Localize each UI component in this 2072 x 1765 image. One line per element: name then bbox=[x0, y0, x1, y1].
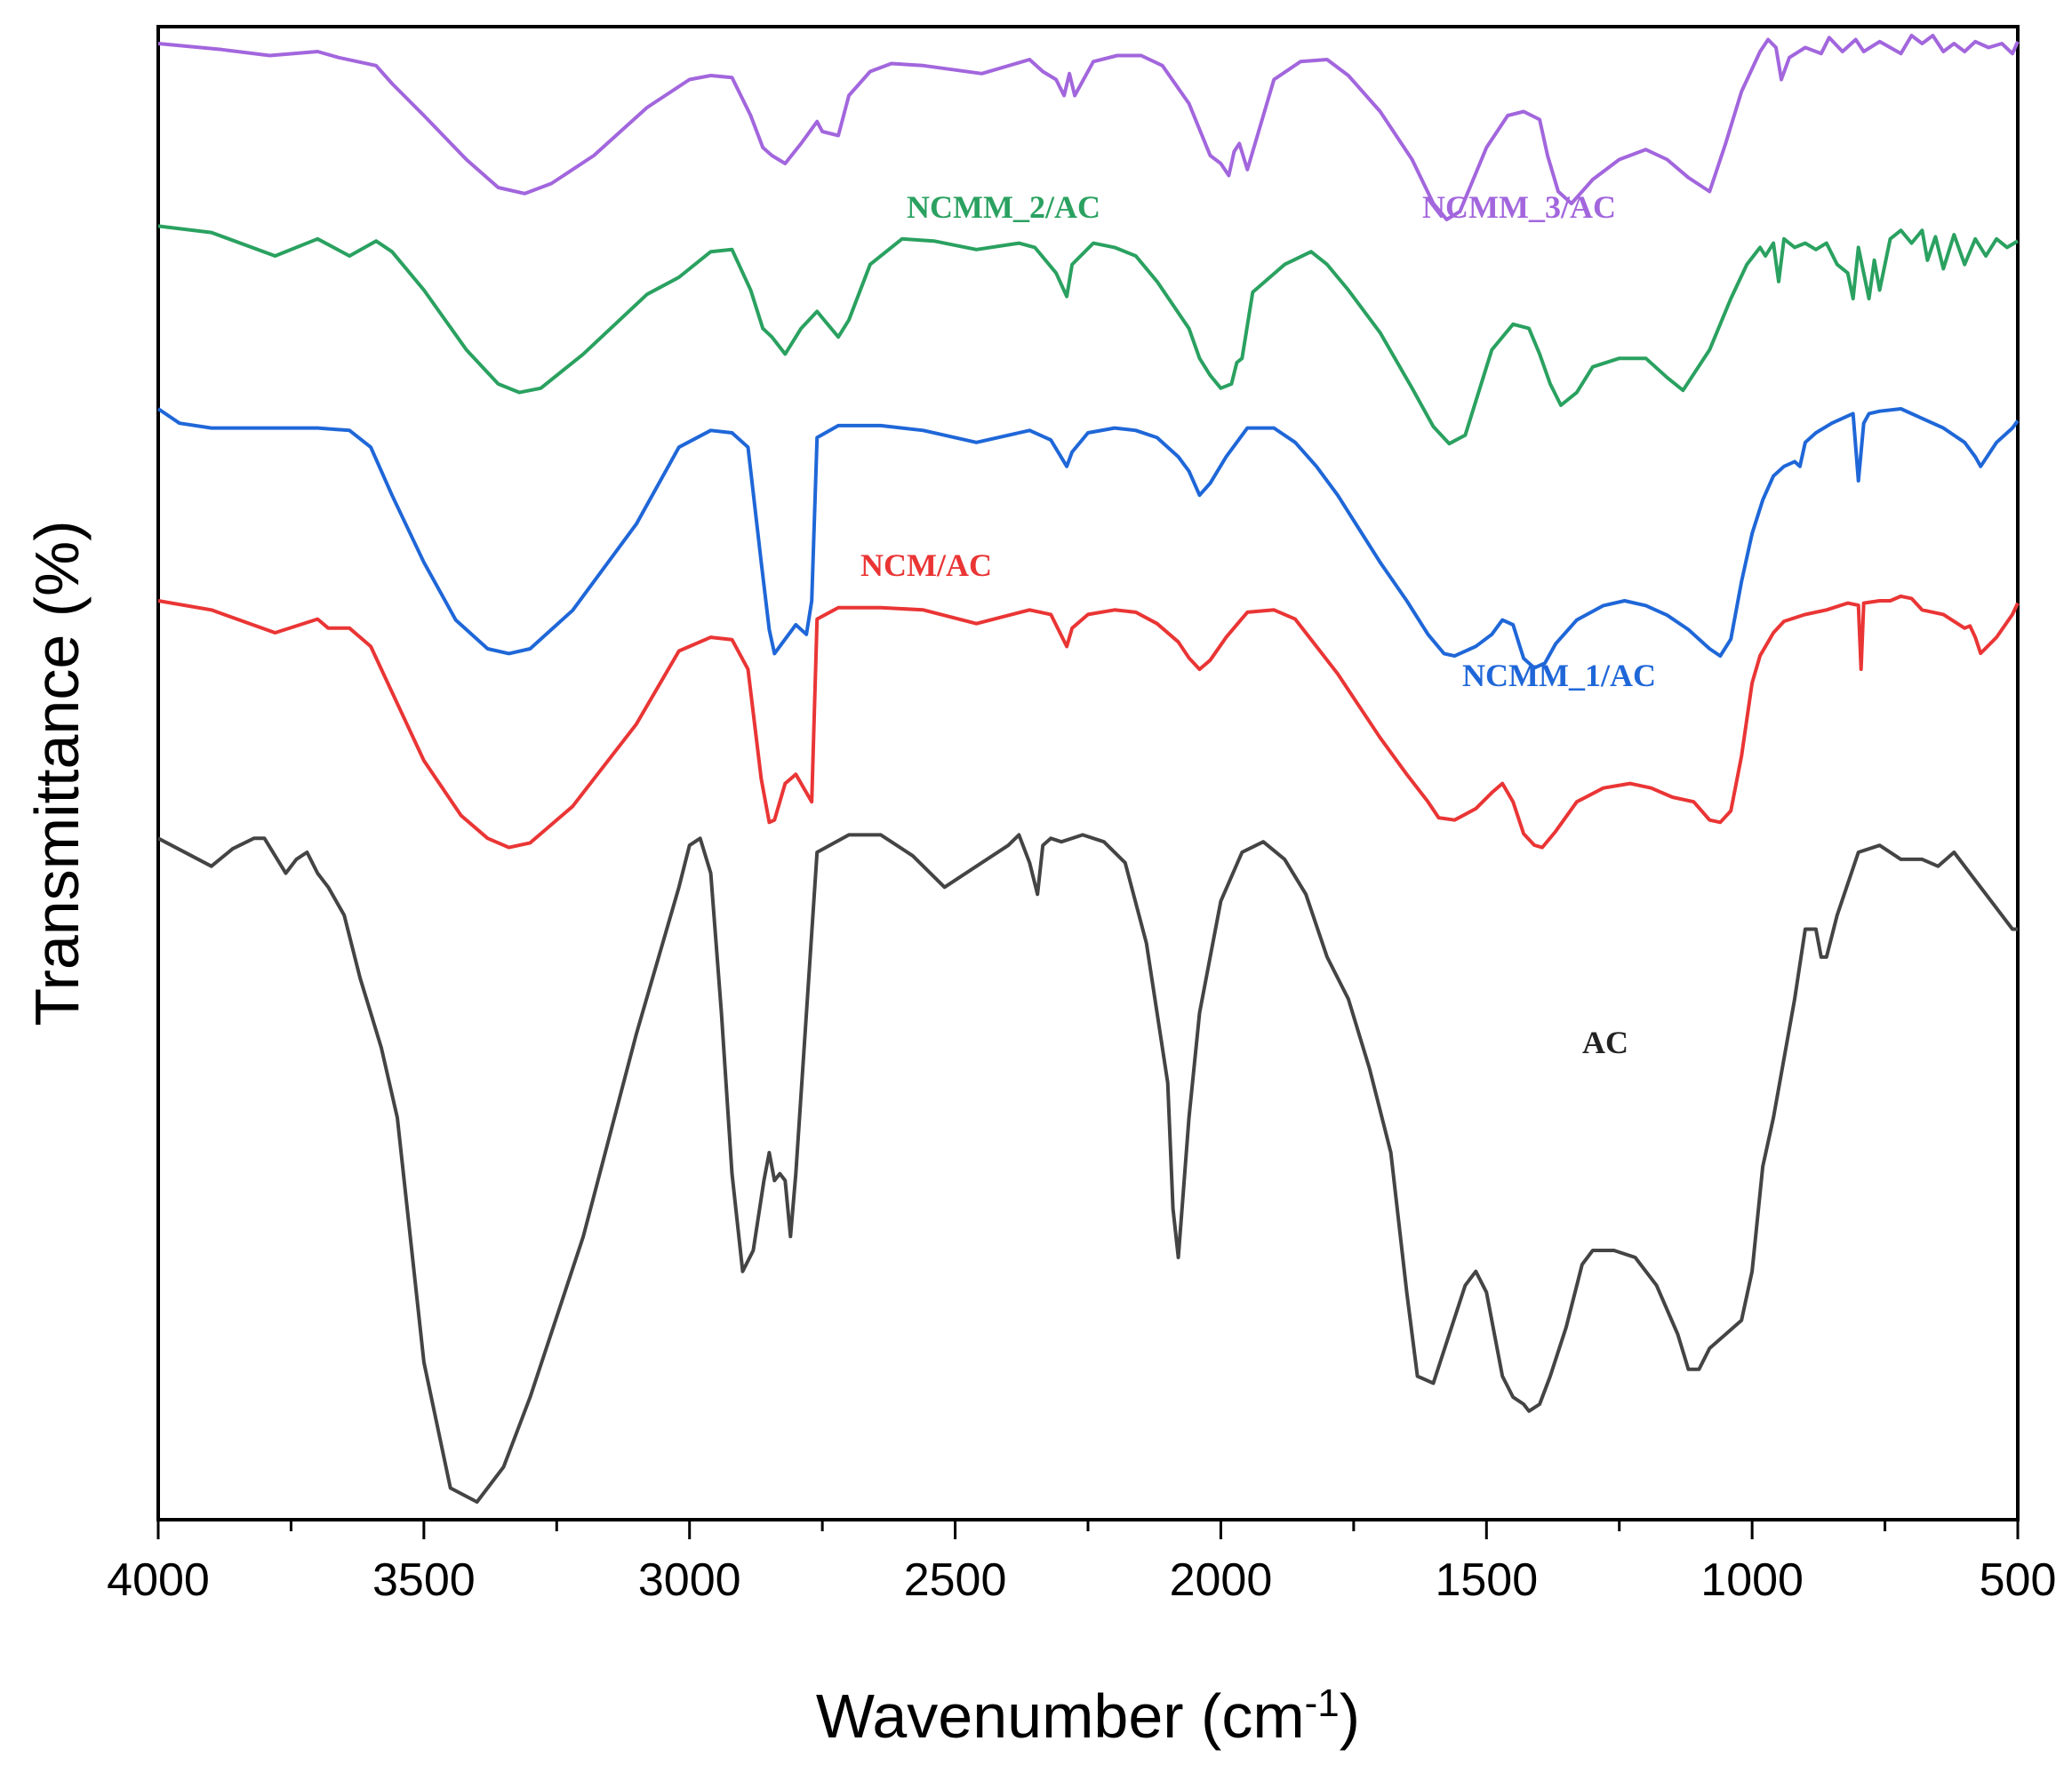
y-axis-title: Transmittance (%) bbox=[22, 520, 92, 1026]
x-tick-label: 1500 bbox=[1435, 1554, 1538, 1606]
x-axis-title-close: ) bbox=[1340, 1681, 1360, 1751]
series-line-ncmm-2-ac bbox=[157, 224, 2020, 446]
series-label-ncmm1: NCMM_1/AC bbox=[1462, 658, 1656, 693]
x-tick-label: 2000 bbox=[1170, 1554, 1273, 1606]
series-line-ncmm-3-ac bbox=[157, 34, 2020, 221]
series-label-ncmm3: NCMM_3/AC bbox=[1422, 189, 1616, 225]
x-tick-label: 500 bbox=[1980, 1554, 2057, 1606]
series-label-ncm: NCM/AC bbox=[860, 547, 992, 583]
series-layer bbox=[156, 34, 2020, 1504]
x-tick-label: 1000 bbox=[1700, 1554, 1804, 1606]
x-tick-label: 4000 bbox=[107, 1554, 210, 1606]
series-label-ac: AC bbox=[1582, 1025, 1628, 1060]
x-axis-title-sup: -1 bbox=[1305, 1681, 1340, 1725]
x-tick-label: 3000 bbox=[638, 1554, 741, 1606]
series-line-ncmm-1-ac bbox=[156, 407, 2020, 670]
x-tick-label: 3500 bbox=[372, 1554, 476, 1606]
x-axis-title-main: Wavenumber (cm bbox=[816, 1681, 1305, 1751]
series-line-ac bbox=[157, 833, 2018, 1504]
x-tick-label: 2500 bbox=[904, 1554, 1007, 1606]
x-axis-ticks: 4000 3500 3000 2500 2000 1500 1000 500 bbox=[107, 1520, 2056, 1606]
series-label-ncmm2: NCMM_2/AC bbox=[907, 189, 1100, 225]
x-axis-title: Wavenumber (cm-1) bbox=[816, 1681, 1360, 1752]
series-line-ncm-ac bbox=[157, 594, 2020, 850]
